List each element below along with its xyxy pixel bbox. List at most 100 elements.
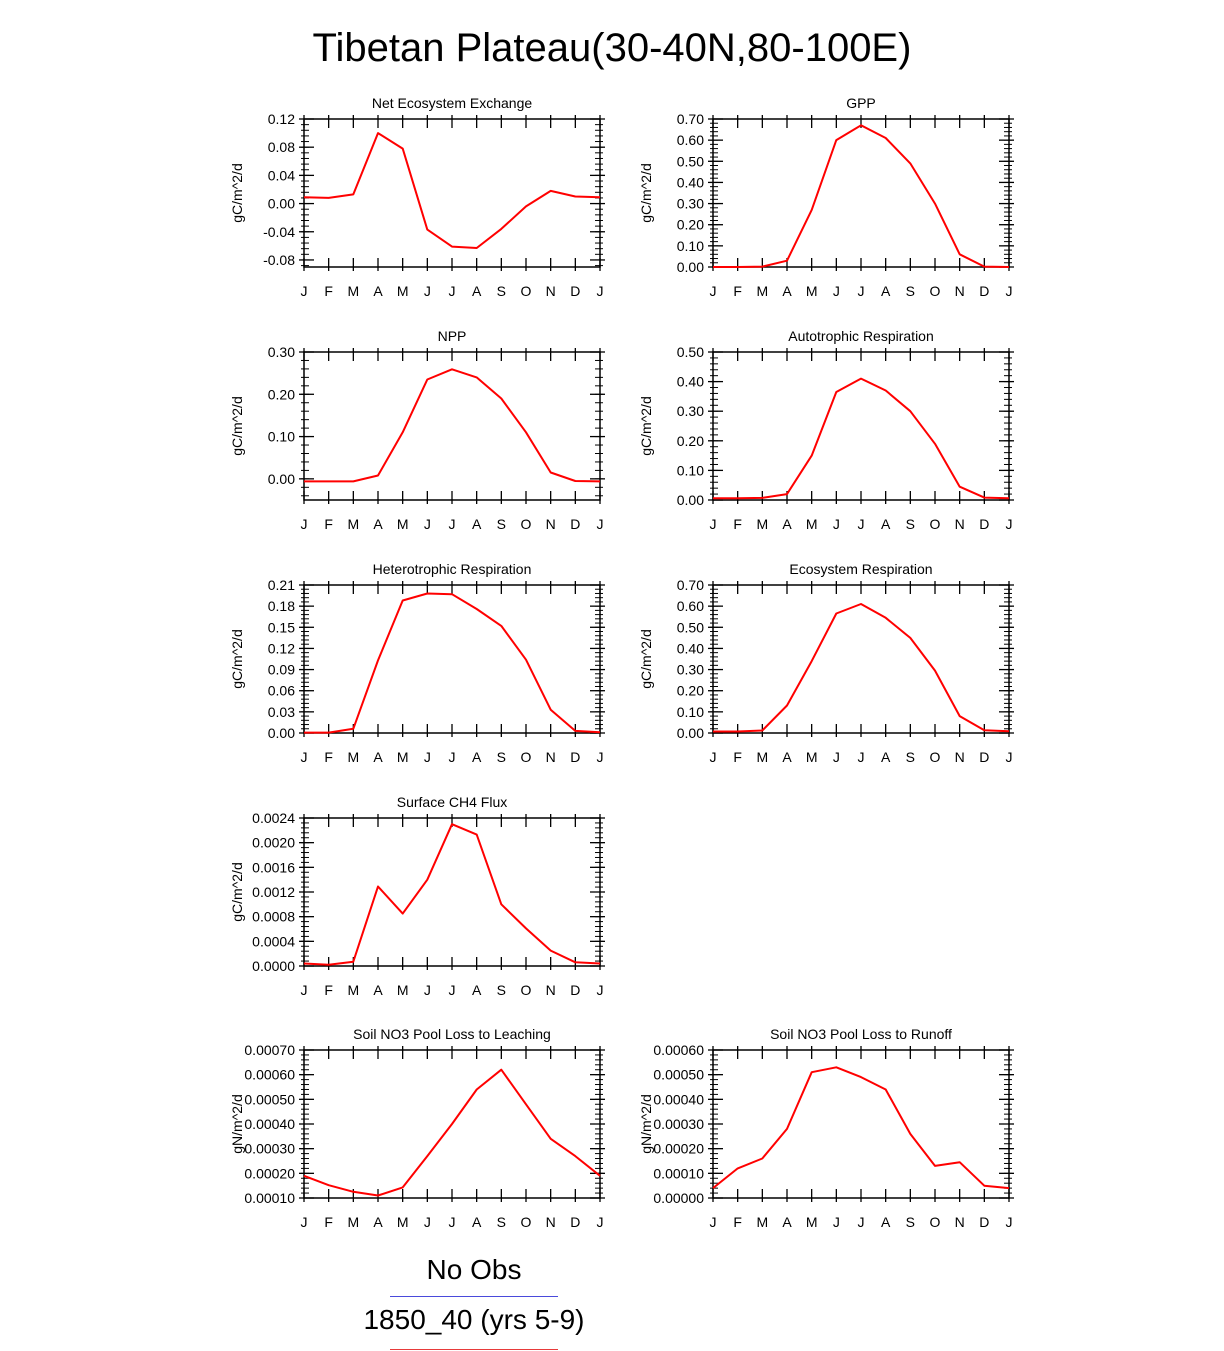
x-tick-label: J: [710, 283, 717, 299]
x-tick-label: N: [955, 749, 965, 765]
series-line: [304, 368, 601, 483]
chart-title: Heterotrophic Respiration: [373, 561, 532, 577]
y-tick-label: 0.30: [677, 403, 704, 419]
x-tick-label: A: [782, 749, 792, 765]
y-tick-label: 0.0020: [252, 835, 295, 851]
y-tick-label: 0.00: [677, 492, 704, 508]
y-tick-label: 0.00050: [244, 1091, 295, 1107]
plot-frame: [712, 118, 1010, 268]
y-tick-label: 0.0024: [252, 810, 295, 826]
y-tick-label: 0.00: [677, 725, 704, 741]
legend-label-1850-40: 1850_40 (yrs 5-9): [363, 1304, 585, 1335]
x-tick-label: N: [546, 283, 556, 299]
y-tick-label: 0.00030: [653, 1116, 704, 1132]
x-tick-label: J: [449, 516, 456, 532]
x-tick-label: S: [497, 516, 506, 532]
x-tick-label: M: [347, 283, 359, 299]
y-tick-label: 0.08: [268, 139, 295, 155]
y-tick-label: 0.00040: [244, 1116, 295, 1132]
x-tick-label: N: [955, 1214, 965, 1230]
x-tick-label: S: [497, 283, 506, 299]
y-tick-label: 0.40: [677, 640, 704, 656]
y-tick-label: 0.70: [677, 577, 704, 593]
x-tick-label: J: [301, 1214, 308, 1230]
plot-frame: [303, 584, 601, 734]
x-tick-label: O: [521, 749, 532, 765]
chart-title: NPP: [438, 328, 467, 344]
y-tick-label: 0.40: [677, 374, 704, 390]
y-tick-label: 0.12: [268, 111, 295, 127]
x-tick-label: A: [373, 982, 383, 998]
x-tick-label: J: [833, 283, 840, 299]
x-tick-label: D: [979, 516, 989, 532]
y-tick-label: 0.30: [677, 662, 704, 678]
x-tick-label: A: [782, 1214, 792, 1230]
y-axis-label: gC/m^2/d: [229, 862, 245, 921]
y-tick-label: 0.00000: [653, 1190, 704, 1206]
series-line: [713, 124, 1010, 268]
x-tick-label: J: [301, 516, 308, 532]
y-tick-label: 0.03: [268, 704, 295, 720]
x-tick-label: A: [782, 516, 792, 532]
y-tick-label: 0.0008: [252, 909, 295, 925]
x-tick-label: J: [424, 749, 431, 765]
series-line: [303, 132, 601, 249]
y-tick-label: 0.40: [677, 174, 704, 190]
x-tick-label: J: [710, 516, 717, 532]
x-tick-label: J: [858, 1214, 865, 1230]
x-tick-label: J: [833, 516, 840, 532]
plot-frame: [712, 584, 1010, 734]
x-tick-label: S: [906, 749, 915, 765]
x-tick-label: A: [881, 1214, 891, 1230]
plot-frame: [303, 817, 601, 967]
x-tick-label: N: [955, 516, 965, 532]
y-tick-label: 0.00: [268, 196, 295, 212]
x-tick-label: O: [521, 516, 532, 532]
y-tick-label: 0.20: [677, 433, 704, 449]
x-tick-label: A: [373, 1214, 383, 1230]
x-tick-label: F: [324, 516, 333, 532]
x-tick-label: F: [733, 283, 742, 299]
y-axis-label: gC/m^2/d: [229, 163, 245, 222]
legend-line-1850-40: [390, 1349, 558, 1350]
x-tick-label: M: [347, 1214, 359, 1230]
x-tick-label: A: [373, 749, 383, 765]
x-tick-label: O: [930, 516, 941, 532]
series-line: [303, 1068, 601, 1197]
y-tick-label: 0.0016: [252, 859, 295, 875]
series-line: [304, 592, 601, 734]
x-tick-label: S: [906, 516, 915, 532]
x-tick-label: N: [546, 516, 556, 532]
y-tick-label: 0.00: [677, 259, 704, 275]
y-tick-label: 0.00010: [244, 1190, 295, 1206]
y-tick-label: 0.50: [677, 153, 704, 169]
x-tick-label: N: [546, 982, 556, 998]
x-tick-label: J: [1006, 516, 1013, 532]
x-tick-label: F: [324, 749, 333, 765]
x-tick-label: J: [424, 283, 431, 299]
x-tick-label: A: [472, 982, 482, 998]
y-tick-label: 0.00020: [244, 1165, 295, 1181]
y-tick-label: -0.08: [263, 252, 295, 268]
y-axis-label: gN/m^2/d: [229, 1094, 245, 1153]
y-tick-label: 0.0000: [252, 958, 295, 974]
x-tick-label: J: [449, 749, 456, 765]
chart-title: Net Ecosystem Exchange: [372, 95, 533, 111]
x-tick-label: O: [930, 749, 941, 765]
x-tick-label: J: [858, 516, 865, 532]
x-tick-label: J: [1006, 749, 1013, 765]
y-tick-label: 0.00060: [244, 1067, 295, 1083]
x-tick-label: S: [906, 283, 915, 299]
x-tick-label: O: [521, 982, 532, 998]
y-tick-label: 0.50: [677, 344, 704, 360]
x-tick-label: F: [733, 1214, 742, 1230]
legend-label-no-obs: No Obs: [426, 1254, 522, 1285]
y-axis-label: gC/m^2/d: [229, 629, 245, 688]
x-tick-label: M: [397, 1214, 409, 1230]
y-tick-label: 0.10: [677, 238, 704, 254]
